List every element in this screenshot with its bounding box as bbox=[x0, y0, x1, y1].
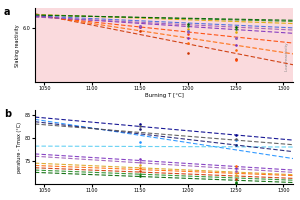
Point bbox=[185, 24, 190, 27]
Point bbox=[233, 181, 238, 185]
Point bbox=[233, 169, 238, 173]
Point bbox=[138, 164, 142, 167]
Point bbox=[138, 127, 142, 130]
Point bbox=[233, 143, 238, 146]
Point bbox=[233, 178, 238, 181]
Y-axis label: Slaking reactivity: Slaking reactivity bbox=[15, 24, 20, 67]
Point bbox=[138, 172, 142, 175]
Point bbox=[185, 22, 190, 25]
Text: b: b bbox=[4, 109, 11, 119]
Point bbox=[233, 143, 238, 146]
Point bbox=[138, 122, 142, 126]
Point bbox=[233, 137, 238, 140]
Point bbox=[233, 58, 238, 61]
Point bbox=[233, 173, 238, 176]
Text: Low reactivity: Low reactivity bbox=[285, 42, 289, 71]
Point bbox=[138, 30, 142, 33]
Point bbox=[233, 36, 238, 39]
Point bbox=[185, 33, 190, 36]
Point bbox=[233, 139, 238, 142]
Point bbox=[138, 125, 142, 128]
Point bbox=[233, 36, 238, 39]
Point bbox=[138, 25, 142, 28]
Point bbox=[233, 48, 238, 51]
Point bbox=[138, 141, 142, 144]
Point bbox=[233, 134, 238, 137]
Point bbox=[138, 25, 142, 28]
Point bbox=[185, 27, 190, 31]
Point bbox=[233, 44, 238, 47]
Point bbox=[233, 180, 238, 183]
Point bbox=[138, 24, 142, 27]
Point bbox=[185, 30, 190, 33]
Point bbox=[233, 165, 238, 168]
Point bbox=[138, 166, 142, 169]
Point bbox=[185, 36, 190, 39]
Point bbox=[233, 25, 238, 28]
Point bbox=[185, 31, 190, 34]
Point bbox=[233, 27, 238, 31]
Point bbox=[138, 157, 142, 160]
Point bbox=[138, 174, 142, 177]
Point bbox=[138, 24, 142, 27]
Point bbox=[233, 31, 238, 34]
Point bbox=[233, 59, 238, 62]
Point bbox=[233, 166, 238, 169]
Point bbox=[138, 169, 142, 173]
X-axis label: Burning T [°C]: Burning T [°C] bbox=[145, 93, 183, 98]
Point bbox=[138, 160, 142, 163]
Point bbox=[185, 51, 190, 54]
Point bbox=[185, 41, 190, 45]
Text: a: a bbox=[4, 7, 11, 17]
Point bbox=[138, 144, 142, 148]
Y-axis label: perature - Tmax (°C): perature - Tmax (°C) bbox=[17, 122, 22, 173]
